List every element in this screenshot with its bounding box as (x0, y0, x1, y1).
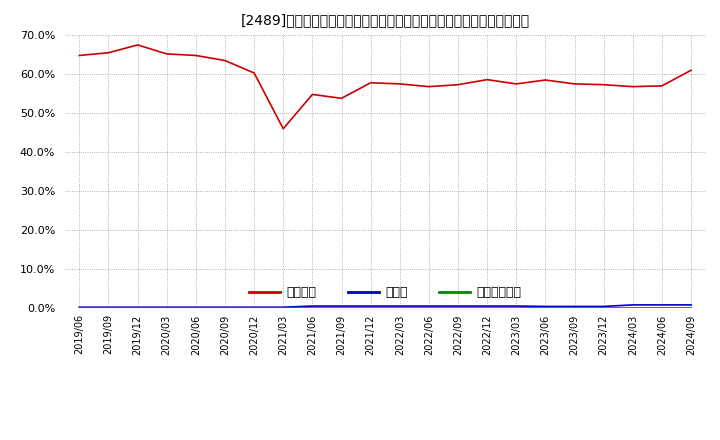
Legend: 自己資本, のれん, 繰延税金資産: 自己資本, のれん, 繰延税金資産 (244, 282, 526, 304)
Title: [2489]　自己資本、のれん、繰延税金資産の総資産に対する比率の推移: [2489] 自己資本、のれん、繰延税金資産の総資産に対する比率の推移 (240, 13, 530, 27)
